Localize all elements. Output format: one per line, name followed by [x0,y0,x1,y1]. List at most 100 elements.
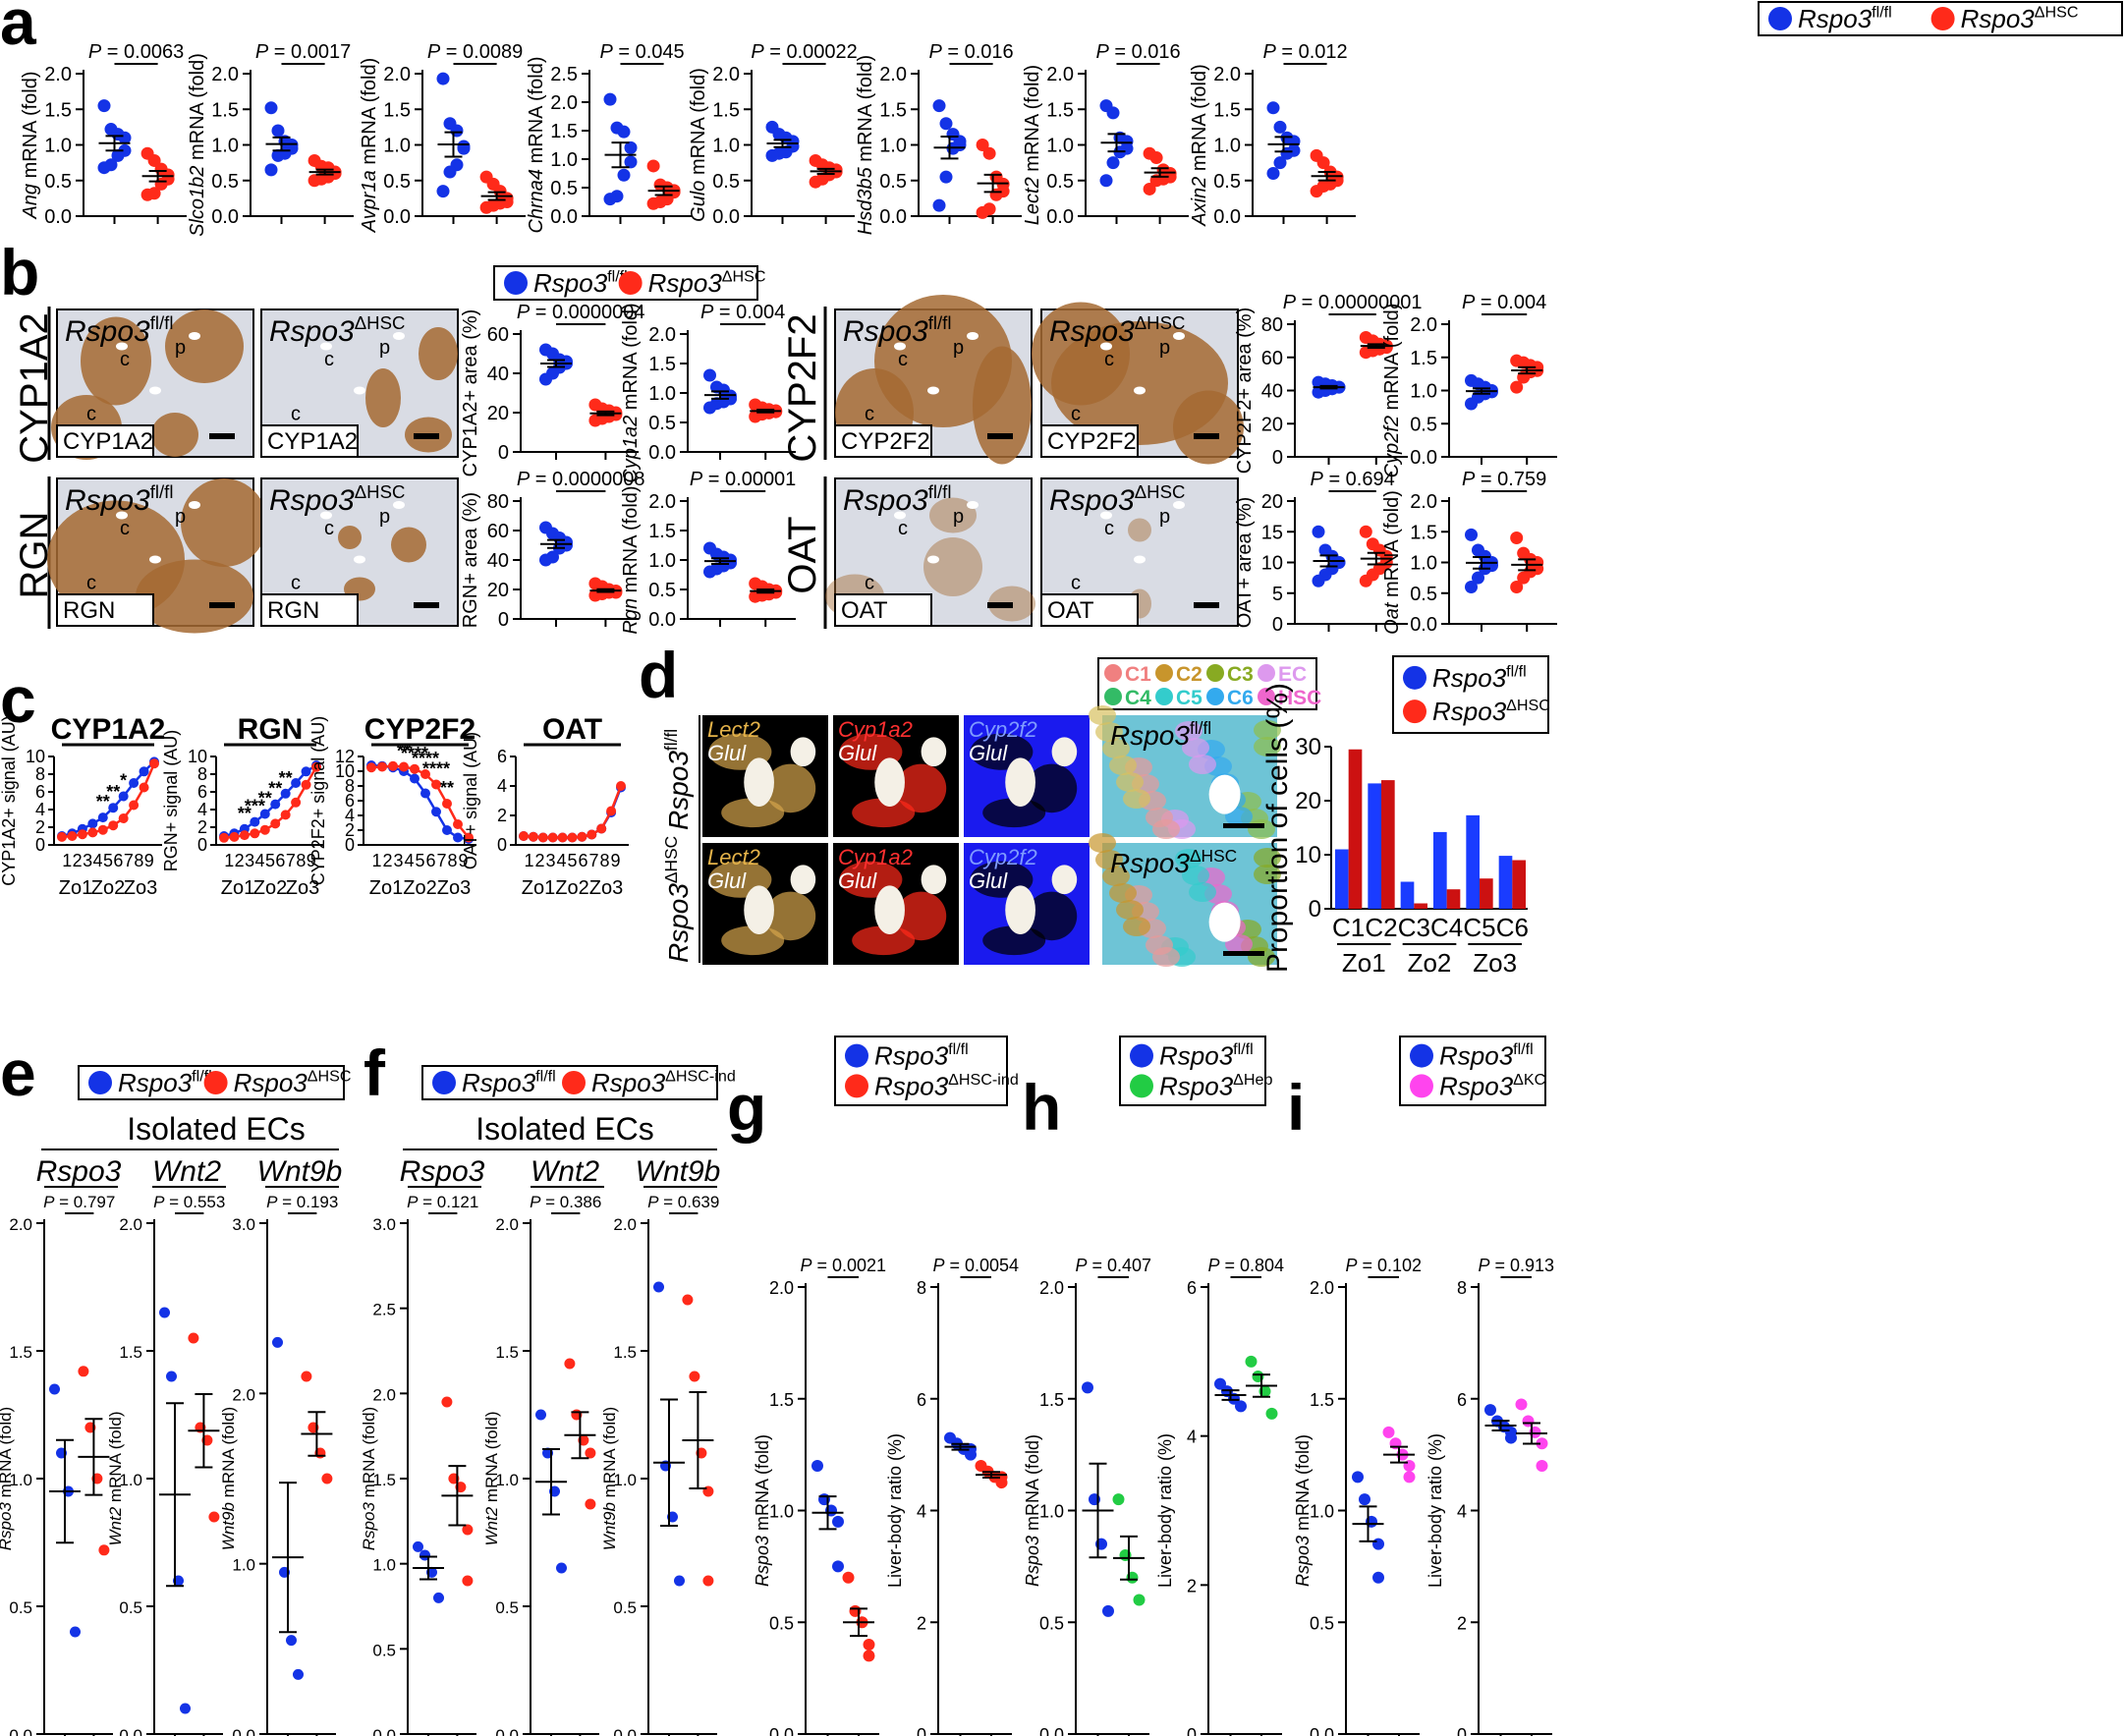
genotype-name: Rspo3 [874,1071,949,1100]
significance-stars: ** [96,792,110,812]
y-tick-label: 60 [1261,348,1283,369]
y-tick-label: 10 [1295,842,1321,868]
y-tick-label: 8 [1457,1278,1467,1298]
y-tick-label: 1.5 [879,99,907,121]
p-value-text: = 0.016 [942,41,1014,63]
y-axis-label: Rspo3 mRNA (fold) [360,1407,378,1550]
bar-fl-C3 [1400,881,1415,909]
series-point-hsc [87,827,98,838]
stain-tag-box [834,424,932,458]
p-value-text: = 0.0000004 [530,302,644,323]
vessel [894,342,906,351]
series-point-hsc [301,779,311,790]
central-vein-label: c [86,573,96,594]
glul-signal [1051,737,1078,767]
significance-stars: **** [422,759,450,779]
p-value-text: = 0.639 [658,1193,719,1211]
cluster-region [1189,755,1216,774]
fish-gene-label: Cyp2f2 [969,717,1037,742]
scale-bar [1194,433,1219,439]
gene-name: Ang [20,184,41,220]
data-point [1235,1400,1247,1413]
unit: mRNA (fold) [219,1407,238,1502]
genotype-superscript: ΔHSC [2035,4,2079,22]
p-value: P = 0.004 [700,302,785,323]
cluster-label: C3 [1227,663,1254,686]
p-value-text: = 0.045 [613,41,685,63]
legend-label-hsc: Rspo3ΔHSC-ind [591,1068,736,1097]
genotype-superscript: fl/fl [1190,718,1211,738]
p-value-text: = 0.913 [1489,1256,1554,1275]
zone-label: Zo1 [522,877,555,899]
y-tick-label: 0.5 [1213,171,1241,193]
scale-bar [1223,823,1264,828]
series-point-hsc [229,831,240,842]
scale-bar [987,433,1013,439]
data-point [1245,1355,1258,1368]
series-point-hsc [291,797,302,808]
data-point [450,124,464,138]
bar-fl-C1 [1335,849,1349,909]
stain-region [151,413,198,457]
x-tick-label: 7 [588,851,598,870]
dot-plot: 0.0 0.5 1.0 1.5 2.0 Rspo3 mRNA (fold) P = 0.40… [1023,1256,1151,1736]
genotype-superscript: ΔKC [1513,1071,1546,1089]
micrograph: Rspo3ΔHSC OAT c p c [1040,477,1239,627]
glul-signal [1005,757,1035,807]
x-tick-label: 2 [235,851,245,870]
series-point-hsc [537,832,548,843]
y-tick-label: 1.5 [9,1343,32,1362]
y-tick-label: 0.5 [769,1613,794,1633]
data-point [1510,380,1524,394]
x-tick-label: 6 [425,851,435,870]
y-tick-label: 10 [1261,553,1283,575]
y-tick-label: 1.0 [1213,136,1241,157]
data-point [1106,156,1120,170]
cluster-region [1123,917,1150,936]
y-tick-label: 1.0 [648,550,676,572]
y-axis-label: Wnt2 mRNA (fold) [106,1412,125,1546]
data-point [462,1575,474,1587]
legend-marker-fl [504,271,528,295]
p-value: P = 0.00000001 [1283,292,1423,313]
y-tick-label: 2.5 [550,64,578,85]
gene-name: Rspo3 [753,1536,772,1587]
y-tick-label: 1.0 [1410,381,1437,403]
vessel [967,332,979,340]
series-point-hsc [577,831,587,842]
legend-label-fl: Rspo3fl/fl [1439,1040,1534,1070]
x-tick-label: 7 [436,851,446,870]
genotype-superscript: ΔHSC [355,312,406,333]
micrograph-title: Rspo3fl/fl [843,312,951,348]
cluster-marker [1206,664,1224,682]
significance-stars: ** [440,778,454,798]
data-point [535,1409,546,1421]
p-value-text: = 0.00001 [702,469,796,490]
genotype-name: Rspo3 [1159,1041,1234,1071]
y-tick-label: 10 [188,747,207,766]
cluster-label: C1 [1125,663,1151,686]
series-point-hsc [129,800,140,811]
y-tick-label: 2.0 [613,1215,637,1234]
data-point [1510,581,1524,593]
data-point [932,99,946,113]
bar-hsc-C5 [1480,878,1493,909]
series-point-fl [250,816,260,827]
x-tick-label: 4 [404,851,414,870]
y-tick-label: 4 [1457,1502,1467,1522]
significance-stars: * [120,771,127,791]
y-tick-label: 0.0 [712,206,740,228]
y-tick-label: 1.5 [613,1343,637,1362]
y-tick-label: 1.0 [1310,1502,1334,1522]
y-tick-label: 60 [487,521,509,542]
stain-tag-box [260,593,359,627]
y-tick-label: 1.0 [44,136,72,157]
stain-region [929,497,977,533]
data-point [1266,167,1280,180]
y-tick-label: 1.5 [769,1390,794,1410]
stain-tag: CYP1A2 [63,428,153,455]
y-tick-label: 0.0 [648,609,676,631]
vessel [927,386,939,395]
glul-signal [790,865,816,895]
stain-tag: RGN [267,597,319,624]
